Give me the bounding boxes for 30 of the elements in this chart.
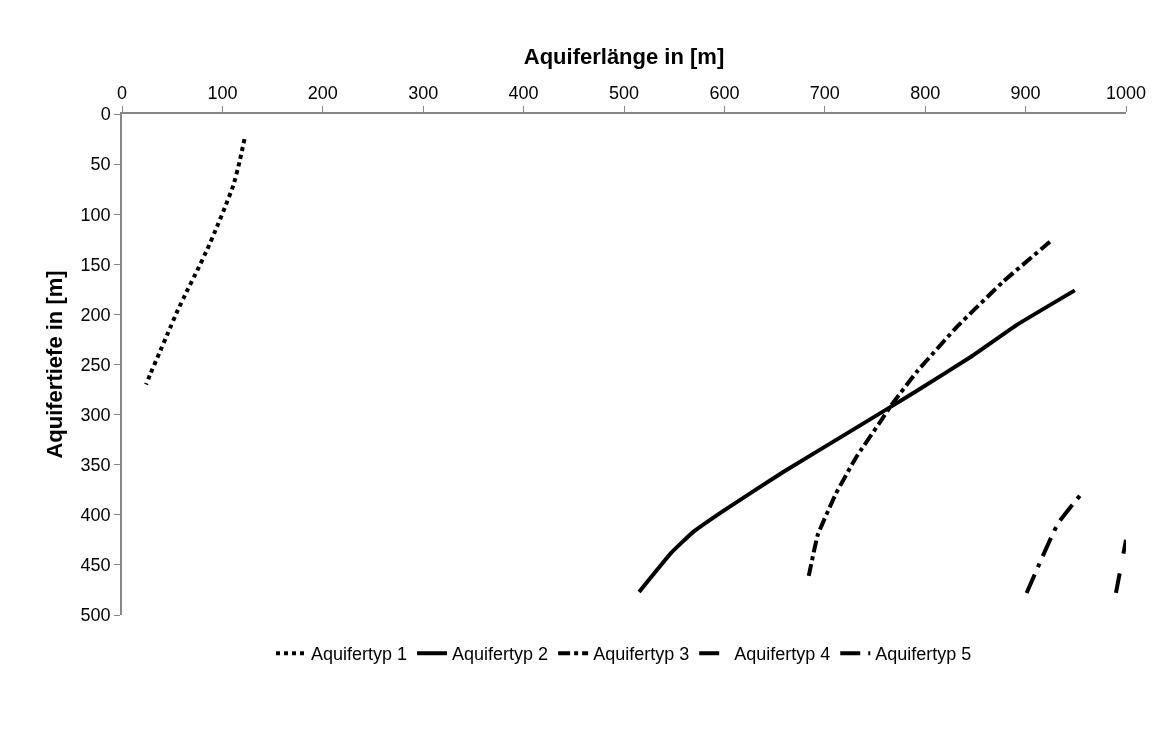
y-tick-label: 200 xyxy=(80,304,111,325)
legend-label: Aquifertyp 2 xyxy=(452,644,549,665)
x-tick-label: 300 xyxy=(408,83,439,104)
line-series xyxy=(144,137,247,387)
y-tick-label: 500 xyxy=(80,605,111,626)
x-tick-label: 700 xyxy=(809,83,840,104)
legend-label: Aquifertyp 4 xyxy=(734,644,831,665)
x-tick-label: 1000 xyxy=(1105,83,1147,104)
y-tick-label: 0 xyxy=(100,104,111,125)
x-tick-label: 800 xyxy=(910,83,941,104)
x-tick-label: 900 xyxy=(1010,83,1041,104)
x-axis-title: Aquiferlänge in [m] xyxy=(523,44,725,70)
legend-label: Aquifertyp 1 xyxy=(311,644,408,665)
legend-label: Aquifertyp 5 xyxy=(875,644,972,665)
x-tick-label: 600 xyxy=(709,83,740,104)
legend-label: Aquifertyp 3 xyxy=(593,644,690,665)
x-tick-label: 0 xyxy=(116,83,128,104)
y-tick-label: 50 xyxy=(90,154,111,175)
y-tick-label: 250 xyxy=(80,354,111,375)
y-tick-label: 450 xyxy=(80,555,111,576)
y-tick-label: 400 xyxy=(80,505,111,526)
y-tick-label: 150 xyxy=(80,254,111,275)
y-tick-label: 100 xyxy=(80,204,111,225)
x-tick-label: 100 xyxy=(207,83,238,104)
y-tick-label: 350 xyxy=(80,455,111,475)
y-axis-title: Aquifertiefe in [m] xyxy=(41,270,67,459)
x-tick-label: 500 xyxy=(608,83,640,104)
x-tick-label: 400 xyxy=(508,83,539,104)
y-tick-label: 300 xyxy=(80,404,111,425)
x-tick-label: 200 xyxy=(307,83,338,104)
